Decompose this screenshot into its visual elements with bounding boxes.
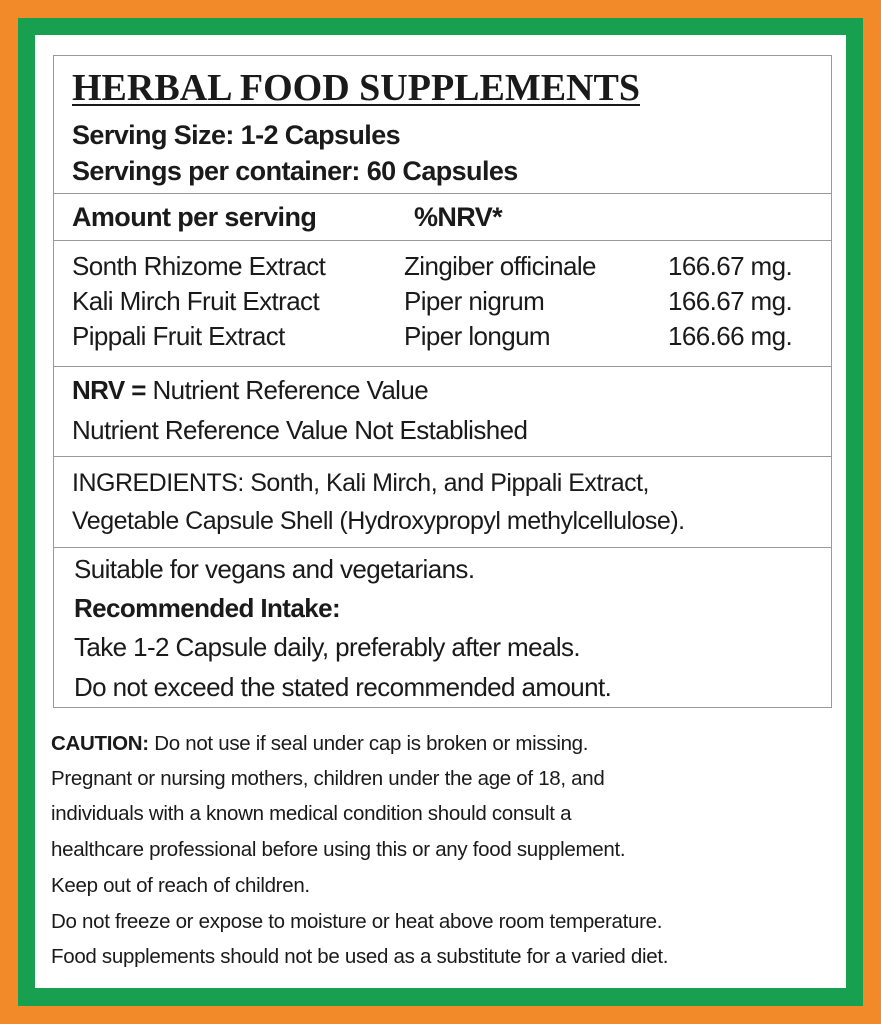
ingredient-name: Kali Mirch Fruit Extract (72, 286, 320, 316)
ingredients-table: Sonth Rhizome Extract Zingiber officinal… (54, 241, 831, 367)
ingredient-name: Pippali Fruit Extract (72, 321, 285, 351)
ingredients-section: INGREDIENTS: Sonth, Kali Mirch, and Pipp… (54, 457, 831, 548)
caution-line: CAUTION: Do not use if seal under cap is… (51, 732, 588, 756)
intake-line: Do not exceed the stated recommended amo… (74, 672, 612, 702)
nrv-header: %NRV* (414, 202, 503, 232)
ingredients-line: Vegetable Capsule Shell (Hydroxypropyl m… (72, 507, 685, 535)
botanical-name: Piper nigrum (404, 286, 545, 316)
ingredients-line: INGREDIENTS: Sonth, Kali Mirch, and Pipp… (72, 469, 650, 497)
caution-label: CAUTION: (51, 732, 149, 755)
header-section: HERBAL FOOD SUPPLEMENTS Serving Size: 1-… (54, 56, 831, 194)
intake-line: Take 1-2 Capsule daily, preferably after… (74, 632, 581, 662)
caution-line: individuals with a known medical conditi… (51, 802, 572, 825)
caution-line: healthcare professional before using thi… (51, 838, 626, 861)
vegan-note: Suitable for vegans and vegetarians. (74, 554, 475, 584)
nrv-label: NRV = (72, 375, 146, 405)
table-header: Amount per serving %NRV* (54, 194, 831, 241)
ingredient-amount: 166.67 mg. (668, 251, 793, 281)
caution-line: Do not freeze or expose to moisture or h… (51, 910, 663, 933)
ingredient-amount: 166.66 mg. (668, 321, 793, 351)
caution-line: Pregnant or nursing mothers, children un… (51, 767, 605, 790)
intake-section: Suitable for vegans and vegetarians. Rec… (54, 548, 831, 709)
caution-line: Keep out of reach of children. (51, 874, 310, 897)
botanical-name: Piper longum (404, 321, 551, 351)
caution-text: Do not use if seal under cap is broken o… (154, 732, 589, 755)
label-title: HERBAL FOOD SUPPLEMENTS (72, 67, 640, 109)
ingredient-name: Sonth Rhizome Extract (72, 251, 326, 281)
serving-size: Serving Size: 1-2 Capsules (72, 120, 401, 150)
caution-line: Food supplements should not be used as a… (51, 945, 669, 968)
amount-per-serving-header: Amount per serving (72, 202, 317, 232)
botanical-name: Zingiber officinale (404, 251, 597, 281)
nrv-section: NRV = Nutrient Reference Value Nutrient … (54, 367, 831, 457)
supplement-facts-box: HERBAL FOOD SUPPLEMENTS Serving Size: 1-… (53, 55, 832, 708)
nrv-not-established: Nutrient Reference Value Not Established (72, 415, 528, 445)
nrv-definition: NRV = Nutrient Reference Value (72, 375, 429, 406)
servings-per-container: Servings per container: 60 Capsules (72, 156, 518, 186)
recommended-intake-heading: Recommended Intake: (74, 593, 341, 623)
nrv-text: Nutrient Reference Value (152, 375, 429, 405)
ingredient-amount: 166.67 mg. (668, 286, 793, 316)
